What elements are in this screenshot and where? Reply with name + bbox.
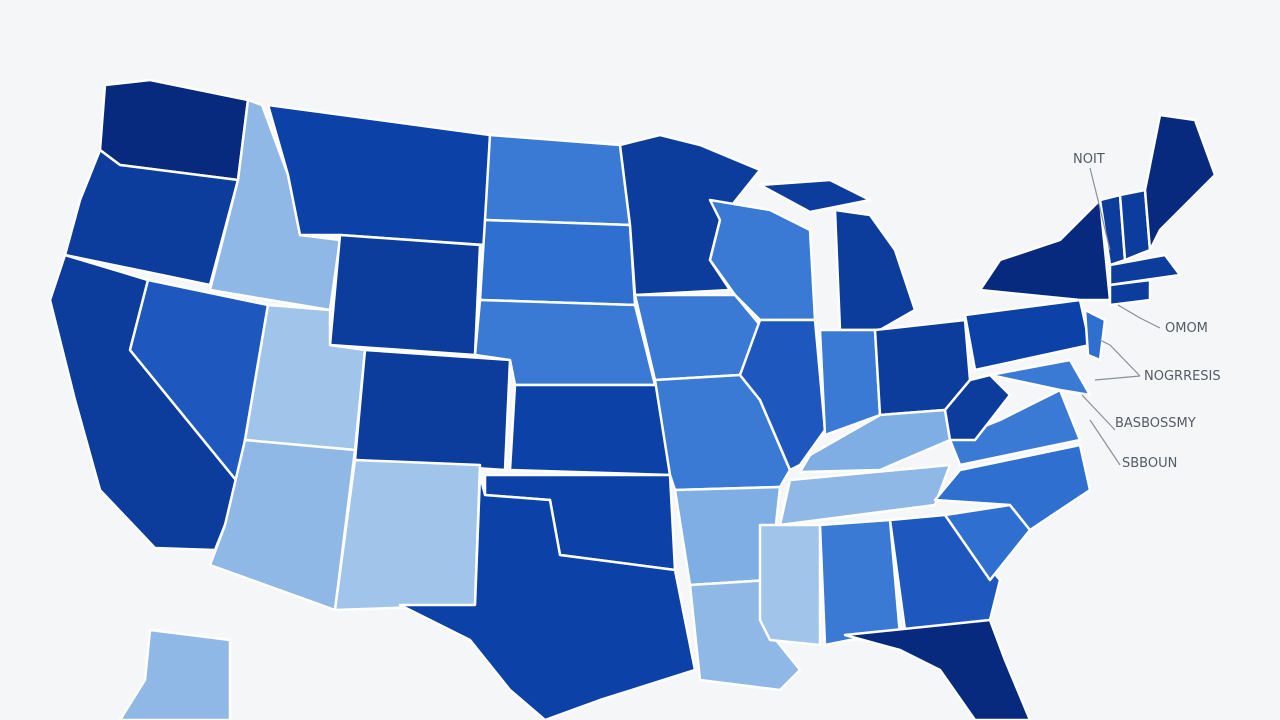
state-shape [943,373,1012,442]
leader-line [1081,394,1116,431]
state-shape [1108,278,1152,307]
state-shape [328,233,482,357]
states [48,78,1217,720]
state-shape [948,388,1082,467]
leader-line [1094,375,1141,381]
leader-line [1117,304,1161,329]
state-shape [118,628,232,720]
state-shape [483,133,632,227]
leader-lines [1081,167,1161,466]
map-label: OMOM [1165,321,1208,336]
state-shape [933,443,1092,532]
state-shape [1108,253,1182,287]
state-shape [1083,308,1107,362]
map-label: SBBOUN [1122,456,1177,471]
state-shape [1143,113,1217,252]
state-shape [398,473,697,720]
state-shape [633,293,762,382]
state-shape [208,438,357,612]
state-shape [758,178,872,214]
map-label: NOIT [1073,152,1105,167]
state-shape [758,523,822,647]
map-label: NOGRRESIS [1144,369,1221,384]
state-shape [818,518,902,647]
state-shape [508,383,672,477]
leader-line [1099,339,1141,377]
state-shape [478,218,637,307]
state-shape [778,463,952,527]
state-shape [333,458,482,612]
state-shape [738,318,827,472]
map-label: BASBOSSMY [1115,416,1196,431]
state-shape [353,348,512,472]
leader-line [1089,419,1121,466]
state-shape [888,513,1002,632]
state-shape [843,618,1032,720]
state-shape [988,358,1092,397]
leader-line [1089,167,1111,251]
